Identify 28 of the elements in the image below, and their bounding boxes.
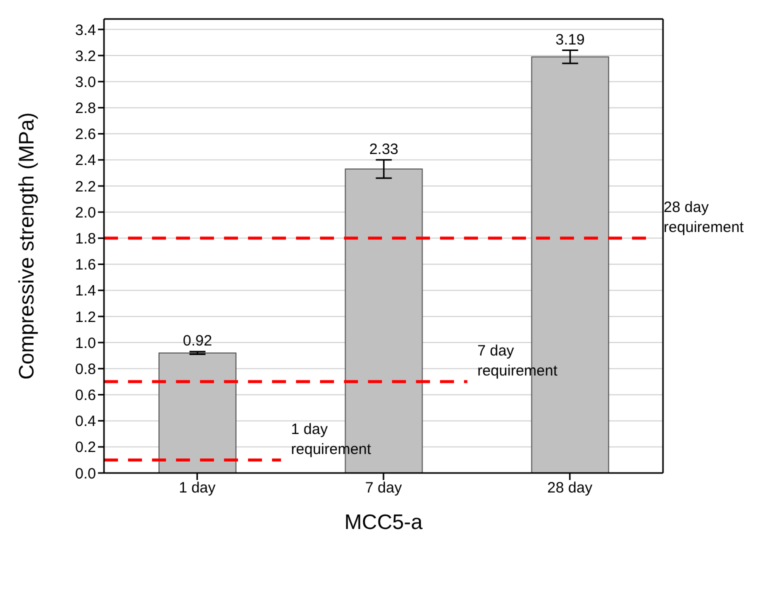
data-label: 2.33 [369,140,398,158]
y-tick-label: 0.0 [75,465,96,482]
y-tick-label: 2.4 [75,152,96,170]
x-tick-label: 7 day [365,480,402,497]
y-tick-label: 2.6 [75,126,96,144]
data-label: 0.92 [182,332,212,350]
y-tick-label: 1.6 [75,256,96,274]
y-tick-label: 2.0 [75,204,96,222]
y-tick-label: 0.4 [75,413,96,430]
y-tick-label: 0.6 [75,387,96,404]
x-axis-title: MCC5-a [344,511,423,534]
bar [158,352,236,473]
data-label: 3.19 [556,31,585,48]
y-tick-label: 1.4 [75,282,96,300]
y-tick-label: 0.2 [75,439,96,456]
y-axis-title: Compressive strength (MPa) [15,112,38,380]
x-tick-label: 1 day [178,480,216,497]
x-tick-label: 28 day [547,480,593,497]
y-tick-label: 3.0 [75,74,96,91]
y-tick-label: 3.4 [75,22,96,39]
y-tick-label: 0.8 [75,360,96,378]
y-tick-label: 1.2 [75,308,96,326]
y-tick-label: 2.2 [75,178,96,196]
y-tick-label: 2.8 [75,100,96,118]
y-tick-label: 1.0 [75,334,96,352]
ref-line-label: 28 day requirement [664,199,745,236]
y-tick-label: 1.8 [75,230,96,248]
y-tick-label: 3.2 [75,48,96,65]
